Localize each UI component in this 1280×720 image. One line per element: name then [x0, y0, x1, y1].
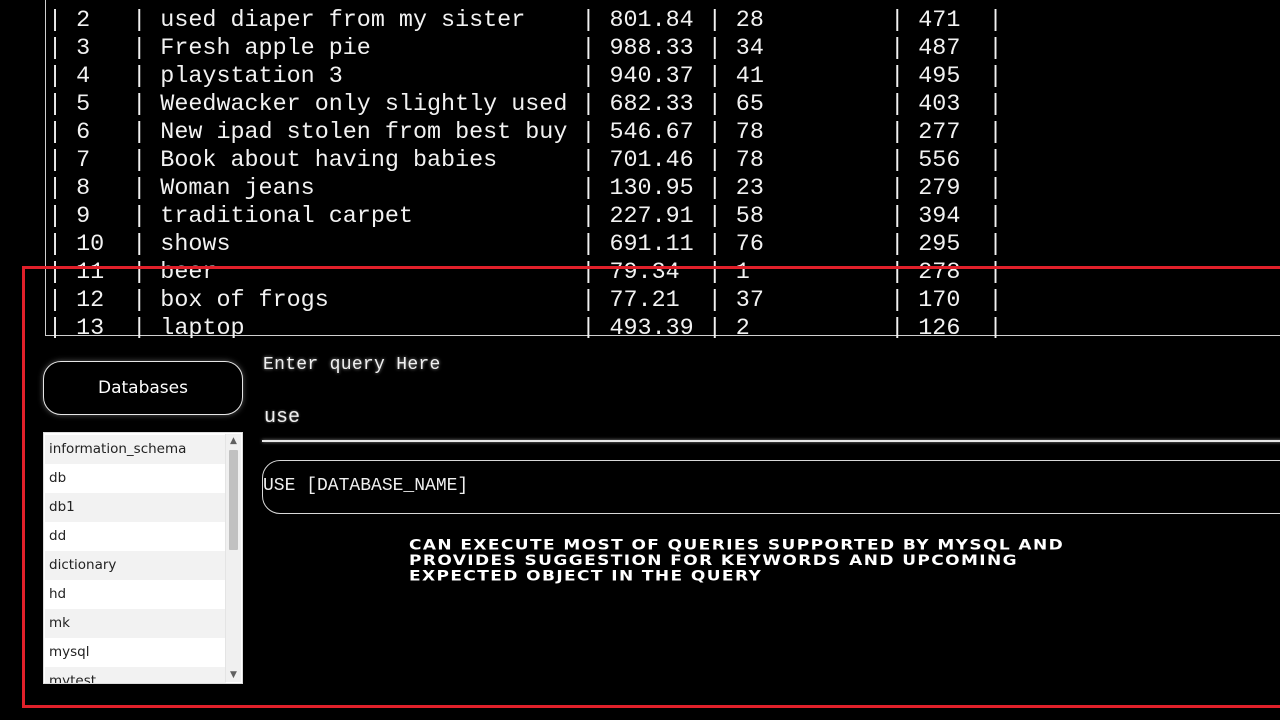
database-list[interactable]: information_schema db db1 dd dictionary …	[43, 432, 243, 684]
query-label: Enter query Here	[263, 355, 441, 375]
table-row: | 3 | Fresh apple pie | 988.33 | 34 | 48…	[48, 36, 1003, 62]
table-row: | 9 | traditional carpet | 227.91 | 58 |…	[48, 204, 1003, 230]
caption-line: Can execute most of queries supported by…	[409, 537, 1065, 554]
table-row: | 11 | beer | 79.34 | 1 | 278 |	[48, 260, 1003, 286]
query-underline	[262, 440, 1280, 442]
list-item[interactable]: db1	[45, 493, 226, 522]
scroll-down-arrow-icon[interactable]: ▼	[230, 670, 237, 680]
caption-line: provides suggestion for keywords and upc…	[409, 552, 1019, 570]
table-row: | 13 | laptop | 493.39 | 2 | 126 |	[48, 316, 1003, 338]
table-row: | 2 | used diaper from my sister | 801.8…	[48, 8, 1003, 34]
list-item[interactable]: dictionary	[45, 551, 226, 580]
feature-caption: Can execute most of queries supported by…	[409, 538, 1209, 585]
list-item[interactable]: dd	[45, 522, 226, 551]
list-item[interactable]: mysql	[45, 638, 226, 667]
list-scrollbar[interactable]: ▲ ▼	[225, 434, 241, 682]
list-item[interactable]: mk	[45, 609, 226, 638]
query-input[interactable]	[262, 400, 1280, 434]
table-row: | 7 | Book about having babies | 701.46 …	[48, 148, 1003, 174]
database-items: information_schema db db1 dd dictionary …	[45, 435, 226, 683]
list-item[interactable]: hd	[45, 580, 226, 609]
scrollbar-thumb[interactable]	[229, 450, 238, 550]
table-row: | 6 | New ipad stolen from best buy | 54…	[48, 120, 1003, 146]
scroll-up-arrow-icon[interactable]: ▲	[230, 436, 237, 446]
suggestion-box[interactable]: USE [DATABASE_NAME]	[262, 460, 1280, 514]
caption-line: expected object in the query	[409, 568, 763, 585]
list-item[interactable]: information_schema	[45, 435, 226, 464]
query-results-panel: | 2 | used diaper from my sister | 801.8…	[0, 0, 1280, 338]
list-item[interactable]: mytest	[45, 667, 226, 683]
table-row: | 5 | Weedwacker only slightly used | 68…	[48, 92, 1003, 118]
list-item[interactable]: db	[45, 464, 226, 493]
table-row: | 10 | shows | 691.11 | 76 | 295 |	[48, 232, 1003, 258]
table-row: | 4 | playstation 3 | 940.37 | 41 | 495 …	[48, 64, 1003, 90]
results-frame	[45, 0, 1280, 336]
table-row: | 12 | box of frogs | 77.21 | 37 | 170 |	[48, 288, 1003, 314]
table-row: | 8 | Woman jeans | 130.95 | 23 | 279 |	[48, 176, 1003, 202]
databases-button[interactable]: Databases	[43, 361, 243, 415]
